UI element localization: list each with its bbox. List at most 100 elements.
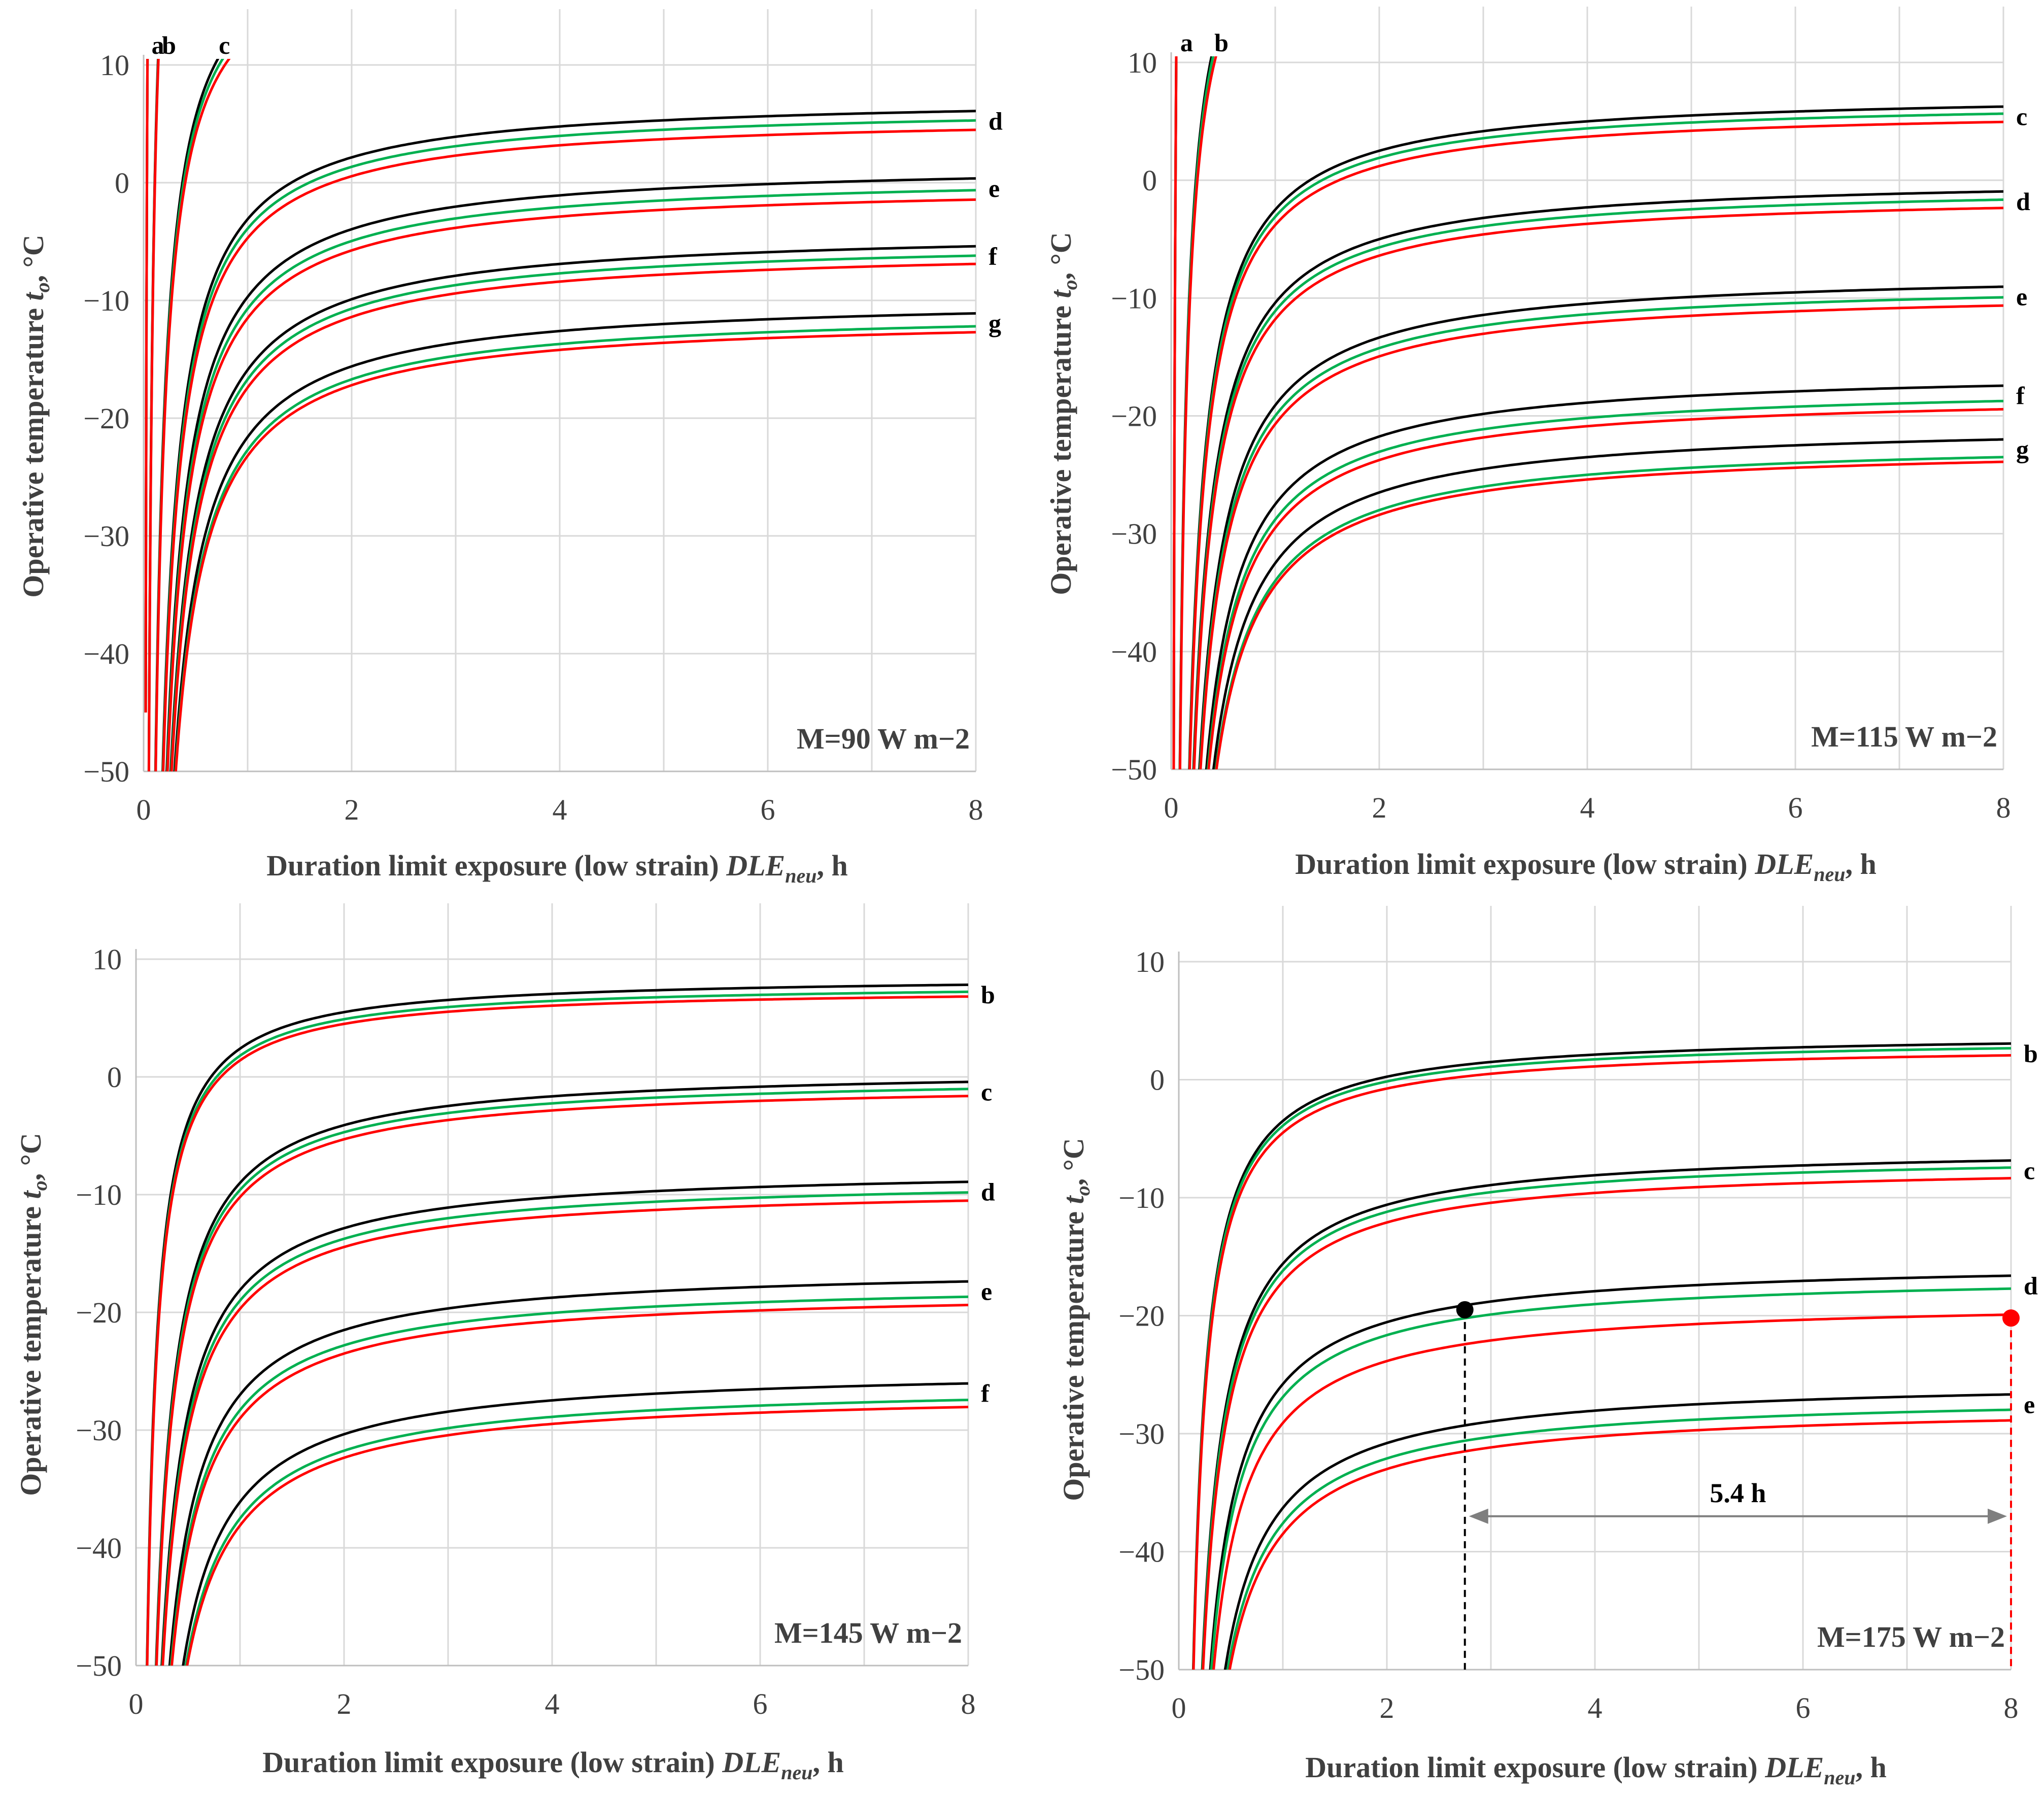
curve-e-red (170, 1304, 968, 1666)
marker-point-red (2002, 1309, 2020, 1327)
y-tick-label: −10 (76, 1178, 122, 1211)
y-axis-title: Operative temperature to, °C (1044, 232, 1081, 595)
curve-d-red (1193, 207, 2003, 769)
y-tick-label: 0 (1150, 1064, 1165, 1097)
curve-c-red (154, 59, 231, 771)
x-tick-label: 0 (137, 793, 151, 826)
curve-g-black (1212, 438, 2003, 769)
curve-e-black (1223, 1393, 2011, 1670)
y-tick-label: 0 (107, 1061, 122, 1094)
x-tick-label: 4 (553, 793, 567, 826)
curve-b-red (1178, 56, 1217, 769)
y-tick-label: 10 (92, 943, 122, 976)
marker-point-black (1456, 1301, 1474, 1318)
y-tick-label: −30 (1111, 518, 1157, 551)
curve-label-b: b (1214, 28, 1229, 57)
arrow-head-left (1469, 1508, 1488, 1524)
curve-label-b: b (162, 31, 176, 59)
curve-label-g: g (2016, 435, 2029, 464)
x-tick-label: 8 (969, 793, 983, 826)
y-tick-label: 0 (115, 166, 129, 199)
curve-e-black (165, 177, 976, 771)
y-tick-label: −40 (1118, 1536, 1165, 1569)
metabolic-rate-label: M=115 W m−2 (1811, 720, 1997, 753)
curve-f-green (169, 254, 976, 771)
curve-label-b: b (981, 980, 995, 1009)
y-tick-label: −20 (1118, 1300, 1165, 1333)
y-tick-label: −40 (76, 1532, 122, 1565)
curve-f-red (170, 262, 976, 771)
x-tick-label: 8 (1996, 791, 2011, 824)
y-tick-label: −10 (83, 284, 129, 317)
curve-e-black (1198, 285, 2003, 769)
curve-label-c: c (981, 1077, 992, 1106)
curve-label-c: c (2016, 103, 2027, 131)
y-tick-label: −50 (1118, 1653, 1165, 1686)
y-tick-label: −40 (83, 637, 129, 670)
curve-e-black (168, 1280, 968, 1666)
y-tick-label: −20 (83, 402, 129, 435)
y-tick-label: 10 (1128, 46, 1157, 79)
metabolic-rate-label: M=145 W m−2 (774, 1616, 962, 1649)
y-tick-label: 0 (1142, 164, 1157, 197)
chart-panel-m175: Operative temperature to, °C Duration li… (1057, 906, 2038, 1789)
y-tick-label: −10 (1118, 1181, 1165, 1214)
x-tick-label: 0 (1172, 1691, 1186, 1724)
metabolic-rate-label: M=90 W m−2 (797, 722, 970, 755)
curve-e-green (1226, 1408, 2011, 1670)
curve-f-black (182, 1382, 968, 1666)
curve-label-e: e (2024, 1390, 2035, 1418)
x-tick-label: 0 (1164, 791, 1179, 824)
y-tick-label: 10 (100, 49, 129, 82)
curve-d-red (1212, 1313, 2011, 1670)
x-tick-label: 0 (129, 1687, 144, 1720)
x-tick-label: 2 (337, 1687, 352, 1720)
curve-c-red (155, 1095, 968, 1666)
y-tick-label: −10 (1111, 282, 1157, 315)
y-tick-label: −50 (1111, 753, 1157, 786)
x-tick-label: 6 (1796, 1691, 1811, 1724)
x-tick-label: 4 (1588, 1691, 1603, 1724)
y-tick-label: −40 (1111, 635, 1157, 668)
curve-e-green (165, 189, 976, 771)
curve-b-red (146, 995, 968, 1666)
y-tick-label: −50 (83, 755, 129, 788)
y-tick-label: −20 (1111, 400, 1157, 433)
curve-e-green (169, 1295, 968, 1666)
curve-g-red (174, 331, 976, 771)
y-tick-label: 10 (1135, 945, 1165, 978)
curve-e-red (1228, 1419, 2011, 1670)
curve-label-d: d (2016, 187, 2030, 216)
curve-b-red (1192, 1054, 2011, 1670)
curve-label-f: f (981, 1379, 990, 1408)
x-axis-title: Duration limit exposure (low strain) DLE… (262, 1746, 843, 1784)
curve-label-e: e (2016, 283, 2027, 311)
y-tick-label: −30 (1118, 1417, 1165, 1450)
curve-c-red (1202, 1177, 2011, 1670)
curve-g-red (1215, 460, 2003, 769)
x-tick-label: 6 (753, 1687, 768, 1720)
curve-label-g: g (989, 309, 1001, 337)
curve-c-red (1188, 120, 2003, 769)
curve-f-red (1207, 408, 2003, 769)
x-tick-label: 4 (545, 1687, 560, 1720)
y-tick-label: −30 (83, 520, 129, 553)
duration-difference-label: 5.4 h (1710, 1478, 1766, 1508)
chart-panel-m90: Operative temperature to, °C Duration li… (17, 9, 1003, 887)
curve-label-a: a (152, 31, 164, 59)
y-axis-title: Operative temperature to, °C (17, 234, 54, 597)
curve-label-d: d (989, 107, 1003, 135)
y-axis-title: Operative temperature to, °C (14, 1133, 51, 1496)
y-tick-label: −50 (76, 1649, 122, 1682)
curve-label-c: c (219, 31, 230, 59)
curve-label-d: d (2024, 1271, 2038, 1300)
x-axis-title: Duration limit exposure (low strain) DLE… (1295, 848, 1876, 886)
curve-e-red (166, 198, 976, 771)
x-tick-label: 8 (2004, 1691, 2019, 1724)
curve-f-red (186, 1406, 968, 1666)
curve-label-e: e (989, 174, 1000, 202)
y-axis-title: Operative temperature to, °C (1057, 1138, 1094, 1501)
chart-panel-m145: Operative temperature to, °C Duration li… (14, 903, 995, 1784)
curve-label-d: d (981, 1177, 995, 1206)
x-tick-label: 2 (1380, 1691, 1394, 1724)
